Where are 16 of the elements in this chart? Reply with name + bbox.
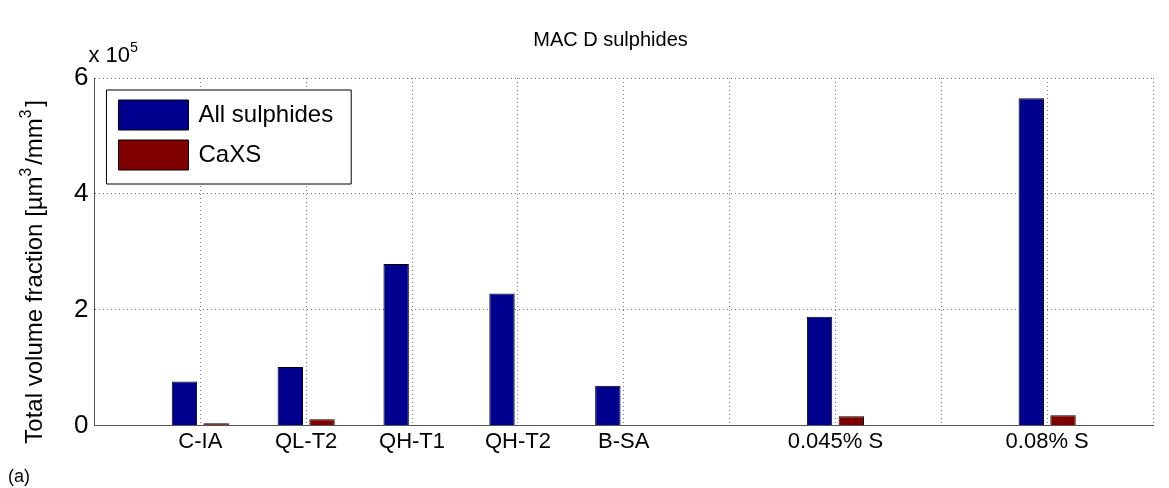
x-tick-label: 0.045% S [787, 427, 884, 453]
x-tick-label: QH-T2 [484, 427, 551, 453]
y-axis-title: Total volume fraction [µm3/mm3] [17, 99, 47, 444]
chart-title: MAC D sulphides [533, 27, 688, 50]
x-tick-label: B-SA [598, 427, 650, 453]
legend-label: All sulphides [198, 99, 334, 127]
x-tick-label: C-IA [178, 427, 223, 453]
legend-label: CaXS [198, 139, 262, 167]
y-tick-label: 4 [73, 177, 89, 208]
x-tick-label: QL-T2 [274, 427, 338, 453]
text: (a) [8, 466, 30, 486]
y-tick-label: 2 [73, 292, 89, 323]
x-tick-label: QH-T1 [379, 427, 446, 453]
y-tick-label: 0 [73, 408, 89, 439]
x-tick-label: 0.08% S [1005, 427, 1089, 453]
y-tick-label: 6 [73, 61, 89, 92]
